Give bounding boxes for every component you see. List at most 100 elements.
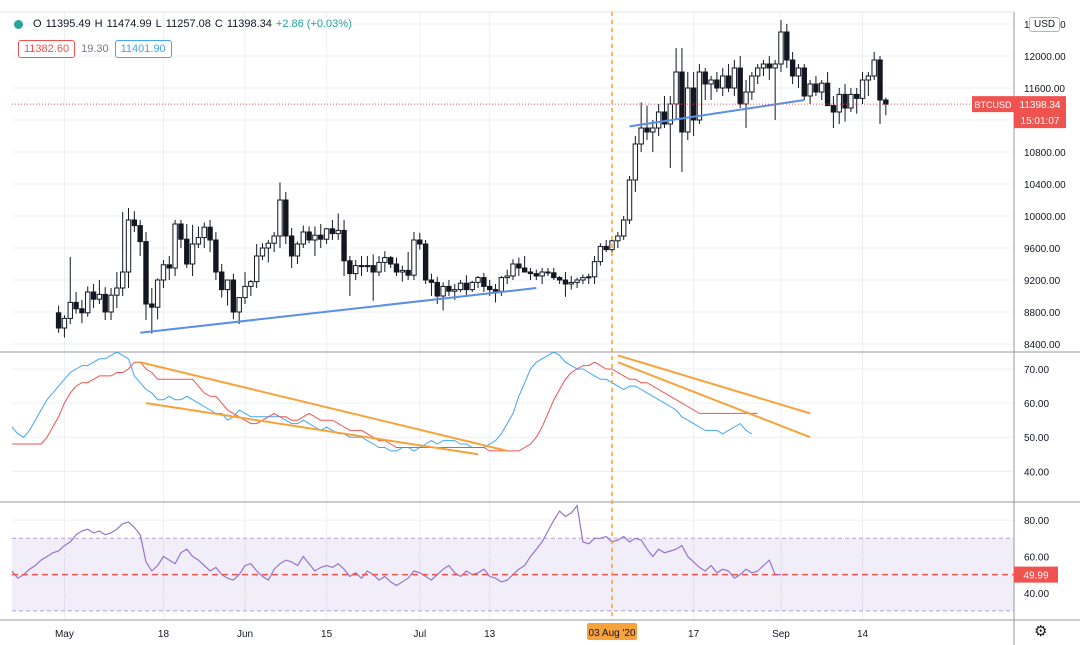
candle-body[interactable]: [405, 269, 411, 276]
candle-body[interactable]: [61, 317, 68, 329]
candle-body[interactable]: [463, 282, 470, 291]
candle-body[interactable]: [819, 82, 825, 93]
candle-body[interactable]: [795, 67, 802, 77]
candle-body[interactable]: [277, 199, 283, 237]
candle-body[interactable]: [661, 111, 668, 125]
candle-body[interactable]: [393, 263, 400, 273]
candle-body[interactable]: [149, 303, 155, 308]
candle-body[interactable]: [702, 71, 708, 85]
candle-body[interactable]: [807, 83, 813, 97]
candle-body[interactable]: [830, 105, 837, 113]
candle-body[interactable]: [556, 277, 563, 281]
candle-body[interactable]: [143, 241, 149, 305]
candle-body[interactable]: [411, 239, 417, 276]
candle-body[interactable]: [871, 59, 877, 77]
candle-body[interactable]: [382, 257, 388, 263]
candle-body[interactable]: [539, 271, 545, 277]
indicator-red-value[interactable]: 11382.60: [18, 40, 76, 58]
candle-body[interactable]: [469, 281, 475, 291]
candle-body[interactable]: [219, 271, 225, 291]
osc-trendline-1[interactable]: [145, 402, 479, 456]
candle-body[interactable]: [300, 231, 306, 245]
candle-body[interactable]: [55, 312, 62, 329]
candle-body[interactable]: [533, 273, 540, 277]
candle-body[interactable]: [96, 293, 103, 300]
candle-body[interactable]: [85, 291, 91, 314]
candle-body[interactable]: [615, 235, 621, 242]
candle-body[interactable]: [516, 263, 522, 269]
candle-body[interactable]: [294, 243, 301, 257]
candle-body[interactable]: [329, 228, 336, 235]
candle-body[interactable]: [842, 93, 848, 109]
candle-body[interactable]: [417, 239, 423, 245]
candle-body[interactable]: [195, 237, 202, 245]
candle-body[interactable]: [434, 281, 440, 297]
candle-body[interactable]: [428, 279, 435, 283]
candle-body[interactable]: [498, 277, 505, 292]
candle-body[interactable]: [335, 229, 341, 235]
candle-body[interactable]: [341, 229, 347, 262]
candle-body[interactable]: [79, 308, 85, 314]
candle-body[interactable]: [318, 234, 324, 240]
candle-body[interactable]: [714, 79, 720, 89]
candle-body[interactable]: [655, 111, 662, 129]
candle-body[interactable]: [184, 238, 190, 265]
candle-body[interactable]: [725, 75, 732, 89]
candle-body[interactable]: [667, 103, 673, 125]
osc-trendline-2[interactable]: [617, 354, 811, 415]
candle-body[interactable]: [288, 235, 295, 257]
candle-body[interactable]: [189, 243, 196, 265]
candle-body[interactable]: [102, 293, 108, 313]
candle-body[interactable]: [73, 301, 79, 310]
gear-icon[interactable]: ⚙: [1034, 623, 1048, 640]
candle-body[interactable]: [784, 31, 790, 61]
candle-body[interactable]: [172, 223, 178, 269]
candle-body[interactable]: [201, 226, 207, 239]
candle-body[interactable]: [108, 294, 114, 313]
candle-body[interactable]: [708, 79, 714, 85]
indicator-blue-value[interactable]: 11401.90: [114, 40, 172, 58]
candle-body[interactable]: [801, 67, 807, 97]
candle-body[interactable]: [213, 239, 219, 273]
candle-body[interactable]: [632, 143, 639, 181]
candle-body[interactable]: [125, 219, 132, 273]
candle-body[interactable]: [685, 87, 691, 133]
currency-button[interactable]: USD: [1029, 17, 1061, 32]
candle-body[interactable]: [859, 79, 866, 99]
candle-body[interactable]: [376, 261, 382, 273]
candle-body[interactable]: [836, 93, 842, 113]
candle-body[interactable]: [766, 63, 773, 69]
candle-body[interactable]: [527, 271, 534, 275]
candle-body[interactable]: [720, 75, 726, 89]
candle-body[interactable]: [510, 263, 516, 277]
candle-body[interactable]: [131, 219, 138, 227]
candle-body[interactable]: [813, 83, 819, 93]
candle-body[interactable]: [253, 255, 260, 283]
candle-body[interactable]: [90, 291, 97, 300]
candle-body[interactable]: [242, 285, 248, 299]
candle-body[interactable]: [207, 226, 213, 241]
candle-body[interactable]: [259, 247, 266, 257]
candle-body[interactable]: [114, 287, 120, 296]
candle-body[interactable]: [696, 71, 703, 121]
candle-body[interactable]: [370, 265, 376, 273]
candle-body[interactable]: [789, 59, 796, 77]
candle-body[interactable]: [551, 272, 557, 279]
candle-body[interactable]: [422, 243, 429, 281]
candle-body[interactable]: [731, 67, 738, 89]
candle-body[interactable]: [824, 82, 831, 107]
price-trendline-0[interactable]: [140, 287, 537, 334]
candle-body[interactable]: [586, 276, 592, 279]
candle-body[interactable]: [626, 179, 633, 221]
candle-body[interactable]: [562, 279, 569, 285]
candle-body[interactable]: [312, 234, 318, 241]
indicator-legend[interactable]: 11382.60 19.30 11401.90: [18, 40, 172, 58]
candle-body[interactable]: [166, 264, 172, 269]
candle-body[interactable]: [743, 91, 749, 105]
candle-body[interactable]: [457, 282, 464, 291]
candle-body[interactable]: [574, 279, 580, 283]
candle-body[interactable]: [178, 223, 184, 240]
candle-body[interactable]: [877, 59, 883, 101]
candle-body[interactable]: [620, 219, 627, 237]
candle-body[interactable]: [481, 277, 487, 287]
